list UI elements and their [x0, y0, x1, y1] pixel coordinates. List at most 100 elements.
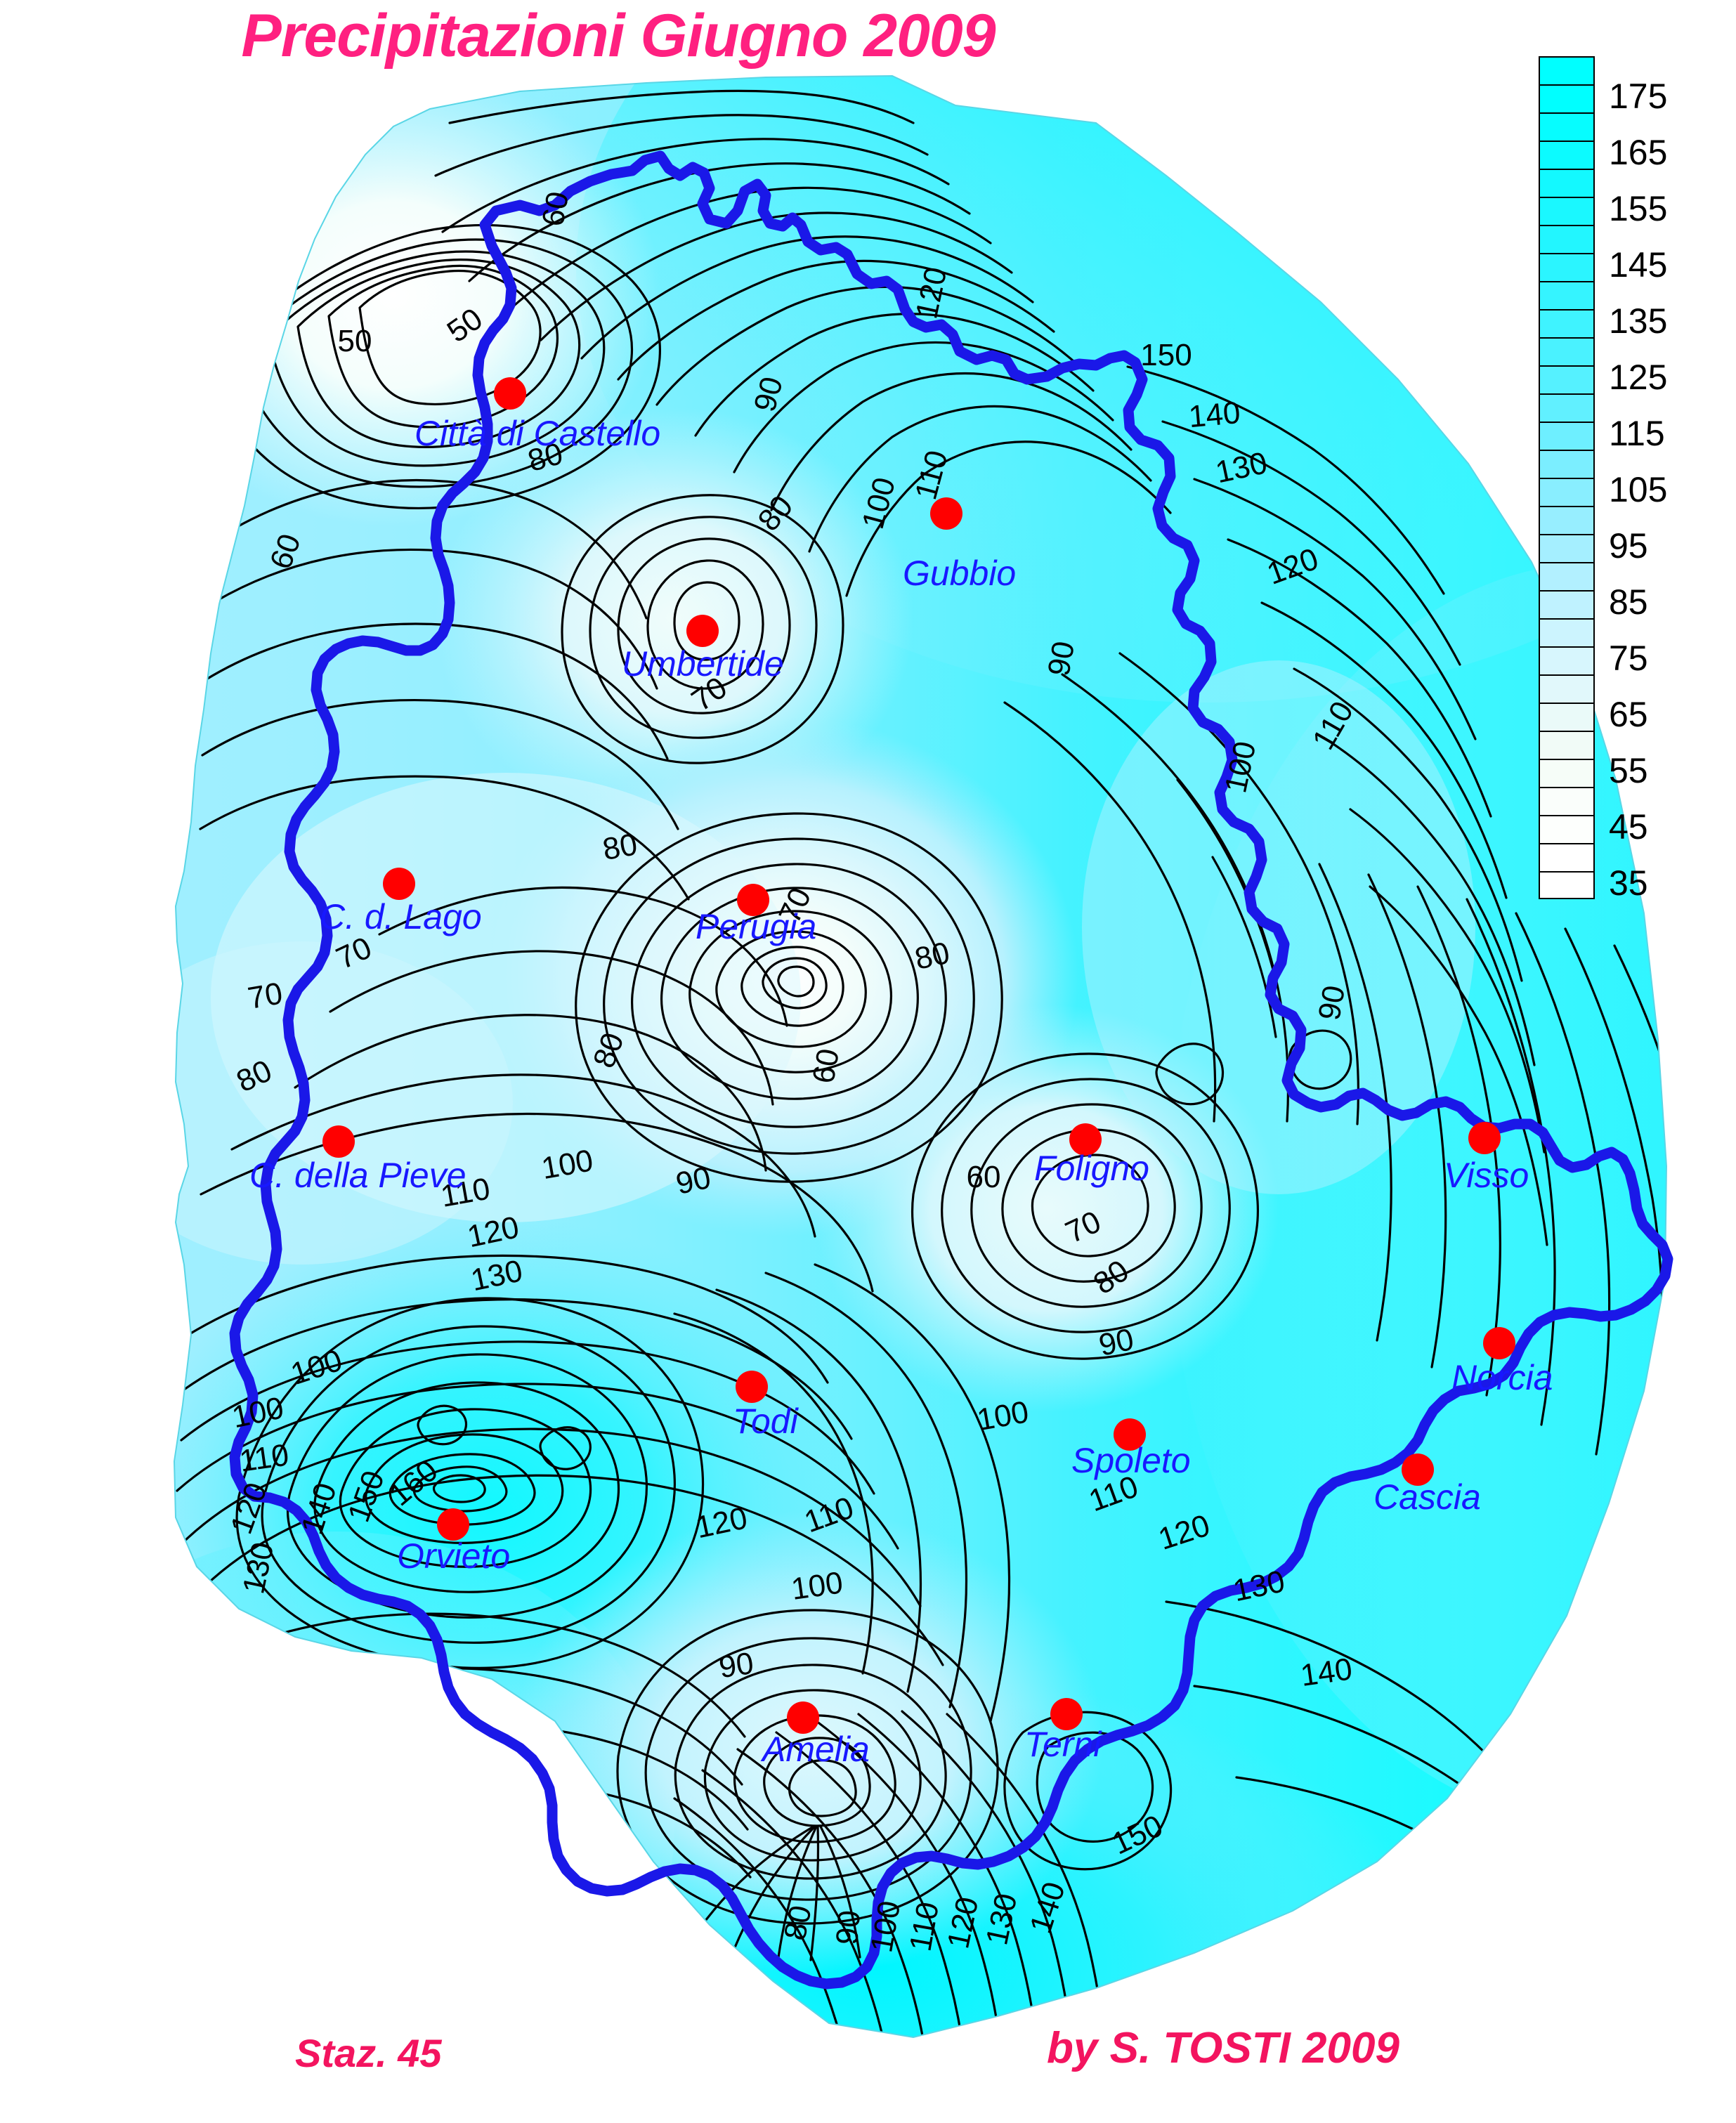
legend-color-bar [1539, 56, 1595, 899]
legend-band [1539, 450, 1595, 478]
station-label: Terni [1024, 1725, 1102, 1764]
contour-label: 90 [1041, 639, 1081, 679]
contour-label: 60 [535, 189, 575, 229]
legend-band [1539, 759, 1595, 787]
contour-label: 50 [338, 324, 372, 358]
station-marker[interactable] [1483, 1327, 1515, 1359]
legend-band [1539, 618, 1595, 646]
station-label: Città di Castello [415, 414, 660, 453]
legend-band [1539, 56, 1595, 84]
legend-band [1539, 478, 1595, 506]
legend-band [1539, 365, 1595, 393]
station-marker[interactable] [1069, 1123, 1102, 1156]
contour-label: 100 [789, 1565, 845, 1607]
legend-label: 75 [1609, 639, 1648, 678]
legend-band [1539, 787, 1595, 815]
legend-band [1539, 843, 1595, 871]
legend-band [1539, 253, 1595, 281]
station-label: Gubbio [903, 554, 1016, 593]
station-marker[interactable] [383, 868, 415, 900]
legend-band [1539, 197, 1595, 225]
contour-label: 60 [806, 1046, 846, 1086]
station-label: Perugia [696, 907, 816, 946]
legend-band [1539, 337, 1595, 365]
legend-label: 135 [1609, 301, 1668, 341]
station-marker[interactable] [686, 615, 719, 647]
station-marker[interactable] [737, 884, 769, 916]
contour-label: 90 [717, 1646, 755, 1685]
legend-label: 165 [1609, 133, 1668, 172]
station-marker[interactable] [736, 1371, 768, 1403]
legend-band [1539, 674, 1595, 703]
contour-label: 150 [1140, 338, 1192, 372]
contour-label: 80 [912, 936, 953, 976]
station-marker[interactable] [1114, 1418, 1146, 1451]
station-label: Umbertide [622, 644, 784, 684]
station-label: Todi [733, 1402, 800, 1441]
legend-band [1539, 703, 1595, 731]
station-marker[interactable] [1468, 1122, 1501, 1154]
station-label: C. d. Lago [320, 897, 482, 936]
legend-label: 45 [1609, 807, 1648, 847]
region-border-umbria [229, 150, 1673, 1990]
legend-band [1539, 815, 1595, 843]
legend-band [1539, 141, 1595, 169]
station-label: Orvieto [397, 1536, 510, 1576]
legend-label: 125 [1609, 358, 1668, 397]
station-marker[interactable] [1402, 1454, 1434, 1486]
station-label: Spoleto [1071, 1441, 1191, 1480]
contour-label: 60 [967, 1160, 1001, 1194]
author-credit: by S. TOSTI 2009 [1047, 2024, 1399, 2072]
contour-label: 140 [1298, 1652, 1355, 1693]
legend-band [1539, 534, 1595, 562]
legend-label: 145 [1609, 245, 1668, 285]
station-marker[interactable] [787, 1701, 819, 1734]
station-label: Cascia [1373, 1477, 1481, 1517]
contour-label: 90 [673, 1161, 714, 1201]
legend-label: 35 [1609, 863, 1648, 903]
station-label: Foligno [1034, 1149, 1149, 1188]
contour-label: 90 [830, 1909, 867, 1946]
legend-label: 175 [1609, 77, 1668, 116]
legend-band [1539, 309, 1595, 337]
contour-label: 140 [1187, 396, 1241, 434]
contour-label: 110 [438, 1172, 493, 1214]
station-label: Visso [1444, 1156, 1529, 1195]
legend-band [1539, 112, 1595, 141]
legend-band [1539, 731, 1595, 759]
legend-band [1539, 422, 1595, 450]
legend-band [1539, 393, 1595, 422]
contour-label: 80 [600, 827, 640, 867]
station-label: Norcia [1451, 1358, 1553, 1397]
legend-tick-labels: 175 165 155 145 135 125 115 105 95 85 75 65 55 45 35 [1609, 56, 1714, 903]
legend-band [1539, 84, 1595, 112]
contour-label: 90 [1312, 983, 1352, 1023]
legend-label: 155 [1609, 189, 1668, 228]
page-title: Precipitazioni Giugno 2009 [241, 2, 996, 70]
legend-band [1539, 871, 1595, 899]
station-marker[interactable] [930, 497, 962, 530]
contour-label: 110 [903, 1900, 946, 1954]
legend-label: 95 [1609, 526, 1648, 566]
station-marker[interactable] [437, 1508, 469, 1541]
station-marker[interactable] [494, 377, 526, 410]
legend-label: 65 [1609, 695, 1648, 734]
legend-label: 105 [1609, 470, 1668, 509]
legend-band [1539, 281, 1595, 309]
legend-label: 85 [1609, 582, 1648, 622]
legend-band [1539, 646, 1595, 674]
station-name-labels: Città di Castello Umbertide Gubbio C. d. La… [249, 414, 1553, 1769]
station-label: Amelia [760, 1730, 870, 1769]
legend-band [1539, 169, 1595, 197]
station-label: C. della Pieve [249, 1156, 466, 1195]
legend-label: 55 [1609, 751, 1648, 790]
contour-label: 80 [778, 1902, 818, 1943]
contour-label: 70 [245, 976, 285, 1016]
station-marker[interactable] [1050, 1698, 1083, 1730]
legend-label: 115 [1609, 414, 1665, 453]
contour-label: 90 [1096, 1322, 1137, 1363]
station-marker[interactable] [322, 1125, 355, 1158]
legend-band [1539, 506, 1595, 534]
